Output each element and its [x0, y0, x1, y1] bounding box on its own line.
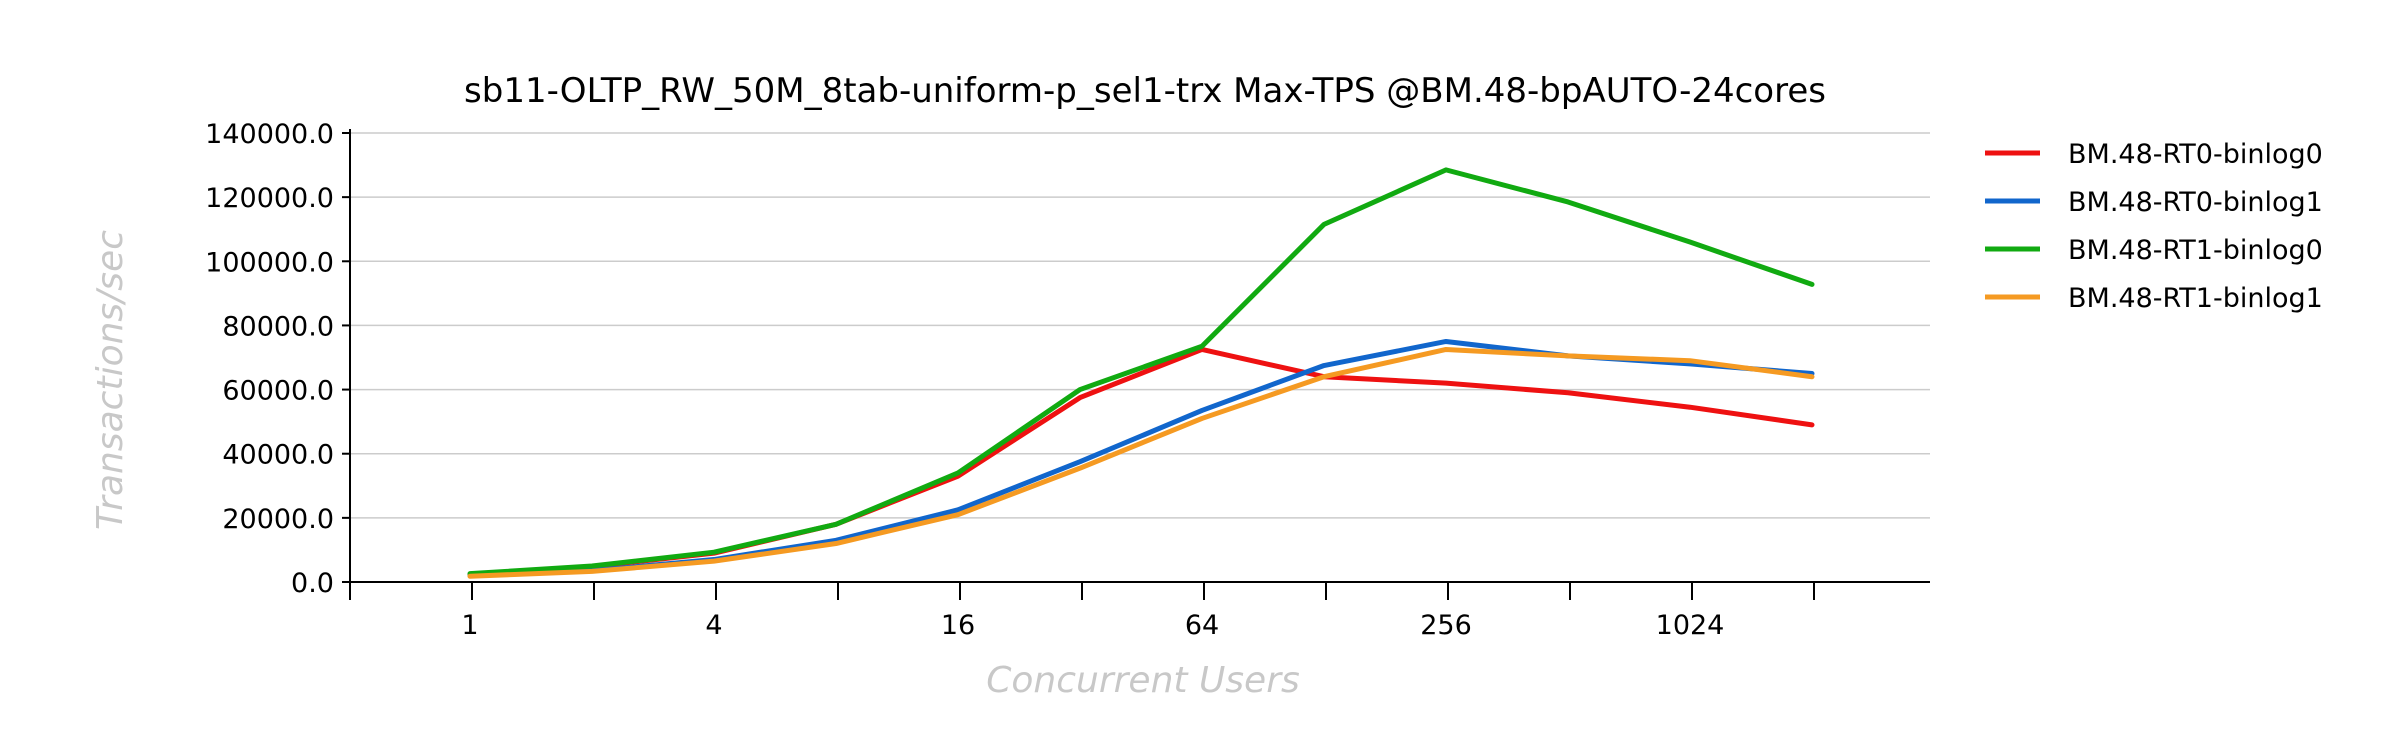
x-tick-label: 1: [461, 610, 478, 641]
legend-entry: BM.48-RT0-binlog0: [2068, 139, 2323, 170]
y-tick-label: 100000.0: [205, 247, 334, 278]
y-tick-label: 60000.0: [222, 376, 334, 407]
series-line: [467, 346, 1815, 579]
x-tick-label: 64: [1185, 610, 1219, 641]
chart-title: sb11-OLTP_RW_50M_8tab-uniform-p_sel1-trx…: [464, 71, 1826, 111]
series-layer: [467, 167, 1815, 579]
x-axis-label: Concurrent Users: [986, 660, 1300, 701]
x-tick-label: 256: [1420, 610, 1472, 641]
legend-entry: BM.48-RT1-binlog0: [2068, 235, 2323, 266]
grid-layer: [350, 132, 1930, 519]
y-tick-label: 40000.0: [222, 440, 334, 471]
y-axis-label: Transactions/sec: [90, 230, 131, 530]
y-tick-label: 20000.0: [222, 504, 334, 535]
x-tick-label: 1024: [1656, 610, 1725, 641]
y-tick-label: 140000.0: [205, 119, 334, 150]
x-tick-label: 4: [705, 610, 722, 641]
series-line: [467, 346, 1815, 577]
y-tick-label: 80000.0: [222, 311, 334, 342]
legend-entry: BM.48-RT0-binlog1: [2068, 187, 2323, 218]
x-tick-label: 16: [941, 610, 975, 641]
legend: BM.48-RT0-binlog0 BM.48-RT0-binlog1 BM.48-…: [1985, 139, 2323, 314]
series-line: [467, 338, 1815, 579]
axis-layer: 0.0 20000.0 40000.0 60000.0 80000.0 100000.0 1…: [205, 119, 1930, 641]
legend-entry: BM.48-RT1-binlog1: [2068, 283, 2323, 314]
series-line: [467, 167, 1815, 577]
y-tick-label: 120000.0: [205, 183, 334, 214]
y-tick-label: 0.0: [291, 568, 334, 599]
